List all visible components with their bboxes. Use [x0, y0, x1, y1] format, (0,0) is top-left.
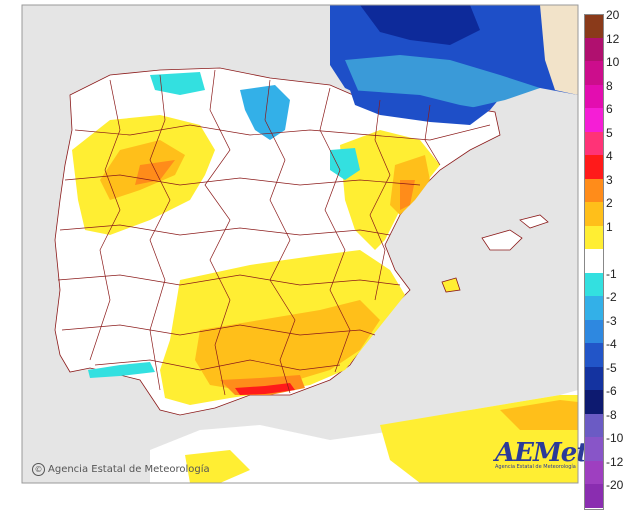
north-cool-area — [240, 85, 290, 140]
mallorca-island — [481, 229, 523, 251]
credit-text: © Agencia Estatal de Meteorología — [32, 463, 210, 476]
legend-label: 10 — [606, 55, 620, 69]
aemet-logo: AEMet Agencia Estatal de Meteorología — [495, 438, 588, 478]
legend-label: 12 — [606, 31, 620, 46]
morocco-warm-area — [185, 450, 250, 483]
central-cool-spot — [330, 148, 360, 180]
malaga-hot-spot — [235, 383, 295, 395]
copyright-icon: © — [32, 463, 45, 476]
legend-label: -10 — [606, 431, 624, 445]
logo-word: AEMet — [495, 438, 588, 468]
south-warmer-area — [195, 300, 380, 390]
legend-label: 5 — [606, 125, 613, 140]
cantabria-cool-spot — [150, 72, 205, 95]
legend-label: -4 — [606, 337, 617, 351]
legend-label: 4 — [606, 149, 613, 163]
ibiza-island — [441, 277, 461, 293]
legend-label: 20 — [606, 8, 620, 22]
credit-label: Agencia Estatal de Meteorología — [48, 464, 210, 475]
legend-label: -1 — [606, 266, 617, 281]
legend-label: -12 — [606, 454, 624, 469]
legend-label: -3 — [606, 313, 617, 328]
pyrenees-cold-area — [350, 90, 490, 125]
menorca-island — [519, 214, 549, 229]
legend-label: -20 — [606, 478, 624, 492]
italy-landmass — [540, 5, 578, 95]
legend-label: 8 — [606, 78, 613, 93]
southwest-cool-area — [88, 362, 155, 378]
legend-border — [584, 14, 604, 510]
africa-warmer-area — [500, 400, 578, 430]
valencia-hot-spot — [400, 180, 415, 210]
france-cold-core — [360, 5, 480, 45]
logo-subtitle: Agencia Estatal de Meteorología — [495, 464, 576, 470]
legend-label: 1 — [606, 219, 613, 234]
legend-label: -8 — [606, 407, 617, 422]
province-borders — [57, 69, 491, 396]
legend-label: -6 — [606, 384, 617, 398]
legend-label: -5 — [606, 360, 617, 375]
legend-label: 2 — [606, 196, 613, 210]
legend-label: -2 — [606, 290, 617, 304]
west-hot-spot — [135, 160, 175, 185]
legend-label: 3 — [606, 172, 613, 187]
map-border — [21, 4, 579, 484]
legend-label: 6 — [606, 102, 613, 116]
